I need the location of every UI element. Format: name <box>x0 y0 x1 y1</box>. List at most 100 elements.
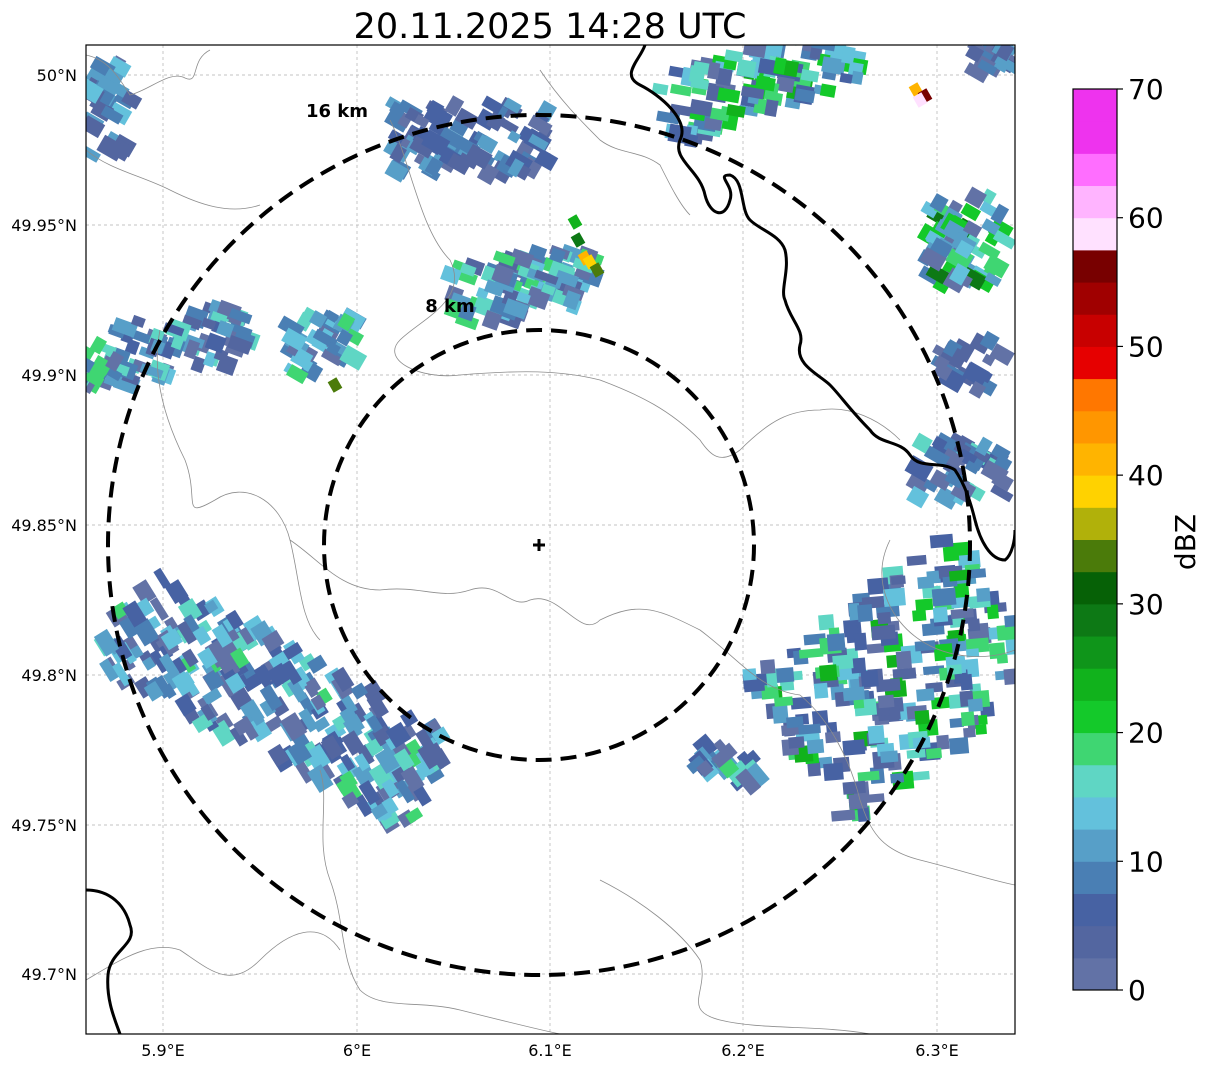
radar-cell <box>944 469 966 489</box>
radar-cell <box>965 648 980 658</box>
radar-cell <box>911 432 933 454</box>
radar-cell <box>327 377 343 393</box>
lon-tick: 5.9°E <box>141 1041 185 1060</box>
radar-cell <box>1028 663 1044 673</box>
radar-cell <box>412 785 432 807</box>
radar-cell <box>920 200 940 219</box>
radar-cell <box>837 24 851 40</box>
radar-cell <box>100 105 124 125</box>
radar-cell <box>130 314 146 328</box>
radar-cell <box>150 649 170 674</box>
radar-cell <box>281 327 308 352</box>
radar-cell <box>86 144 101 163</box>
colorbar-tick-label: 30 <box>1128 588 1164 621</box>
colorbar-tick-label: 50 <box>1128 330 1164 363</box>
radar-cell <box>841 45 856 65</box>
radar-cell <box>315 687 333 706</box>
radar-cell <box>790 696 812 710</box>
radar-cell <box>405 807 424 824</box>
radar-cell <box>984 45 1000 56</box>
radar-cell <box>743 678 765 693</box>
radar-cell <box>503 97 522 114</box>
radar-cell <box>491 263 515 286</box>
radar-cell <box>509 248 535 269</box>
radar-cell <box>341 791 360 809</box>
radar-cell <box>689 98 713 117</box>
radar-cell <box>975 436 993 457</box>
radar-cell <box>280 712 308 742</box>
radar-cell <box>760 45 784 58</box>
radar-cell <box>534 269 559 286</box>
colorbar-swatch <box>1073 378 1117 412</box>
colorbar-frame <box>1072 88 1118 991</box>
colorbar-swatch <box>1073 764 1117 798</box>
radar-cell <box>945 248 969 270</box>
radar-cell <box>400 765 425 793</box>
radar-cell <box>980 188 997 206</box>
radar-cell <box>429 742 448 764</box>
colorbar-swatch <box>1073 571 1117 605</box>
radar-cell <box>850 657 867 674</box>
map-panel: 8 km 16 km <box>85 8 1044 1035</box>
colorbar-swatch <box>1073 282 1117 315</box>
radar-cell <box>959 45 983 47</box>
colorbar-swatch <box>1073 957 1117 991</box>
radar-cell <box>438 126 464 149</box>
radar-cell <box>111 601 130 620</box>
radar-cell <box>424 156 444 178</box>
colorbar-swatch <box>1073 442 1117 476</box>
radar-cell <box>948 347 969 370</box>
radar-cell <box>773 57 787 75</box>
colorbar-tick-label: 20 <box>1128 717 1164 750</box>
range-ring-16km <box>106 113 972 977</box>
radar-cell <box>919 247 947 272</box>
radar-cell <box>507 130 521 144</box>
radar-cell <box>798 723 821 735</box>
lat-axis: 50°N 49.95°N 49.9°N 49.85°N 49.8°N 49.75… <box>11 66 77 984</box>
radar-cell <box>414 114 430 129</box>
radar-cell <box>962 220 983 239</box>
radar-cell <box>875 678 901 693</box>
radar-cell <box>696 759 714 778</box>
radar-cell <box>335 329 353 347</box>
radar-cell <box>906 554 927 567</box>
radar-cell <box>905 471 931 496</box>
radar-cell <box>923 479 939 493</box>
radar-cell <box>122 600 148 628</box>
radar-cell <box>421 129 451 157</box>
radar-cell <box>1020 648 1041 660</box>
radar-cell <box>464 143 493 170</box>
radar-cell <box>724 49 744 63</box>
radar-cell <box>880 750 899 764</box>
radar-cell <box>295 760 315 784</box>
radar-cell <box>742 45 768 59</box>
radar-cell <box>990 443 1011 462</box>
radar-cell <box>86 76 105 104</box>
radar-cell <box>850 70 864 85</box>
radar-cell <box>948 263 971 286</box>
radar-cell <box>948 736 970 755</box>
radar-cell <box>356 744 375 766</box>
radar-cell <box>153 567 171 589</box>
radar-cell <box>570 232 586 248</box>
radar-cell <box>988 642 1006 660</box>
radar-cell <box>86 115 106 139</box>
radar-cell <box>1005 636 1015 655</box>
radar-cell <box>842 739 866 756</box>
radar-cell <box>990 484 1014 503</box>
radar-cell <box>366 693 389 719</box>
radar-cell <box>929 469 953 491</box>
radar-cell <box>979 330 1000 351</box>
radar-cell <box>210 311 228 325</box>
radar-cell <box>818 8 843 28</box>
radar-cell <box>459 262 477 277</box>
radar-cell <box>781 45 800 46</box>
radar-cell <box>904 455 934 483</box>
radar-cell <box>803 22 823 34</box>
radar-cell <box>324 309 340 323</box>
radar-cell <box>478 135 499 155</box>
radar-cell <box>298 653 318 672</box>
radar-cell <box>358 780 381 806</box>
radar-cell <box>954 239 974 259</box>
colorbar-swatch <box>1073 700 1117 734</box>
